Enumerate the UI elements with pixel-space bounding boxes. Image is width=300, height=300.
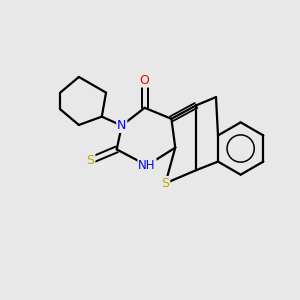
Text: N: N: [117, 119, 127, 132]
Text: S: S: [161, 177, 169, 190]
Text: O: O: [140, 74, 150, 87]
Text: S: S: [87, 154, 94, 167]
Text: NH: NH: [138, 159, 156, 172]
